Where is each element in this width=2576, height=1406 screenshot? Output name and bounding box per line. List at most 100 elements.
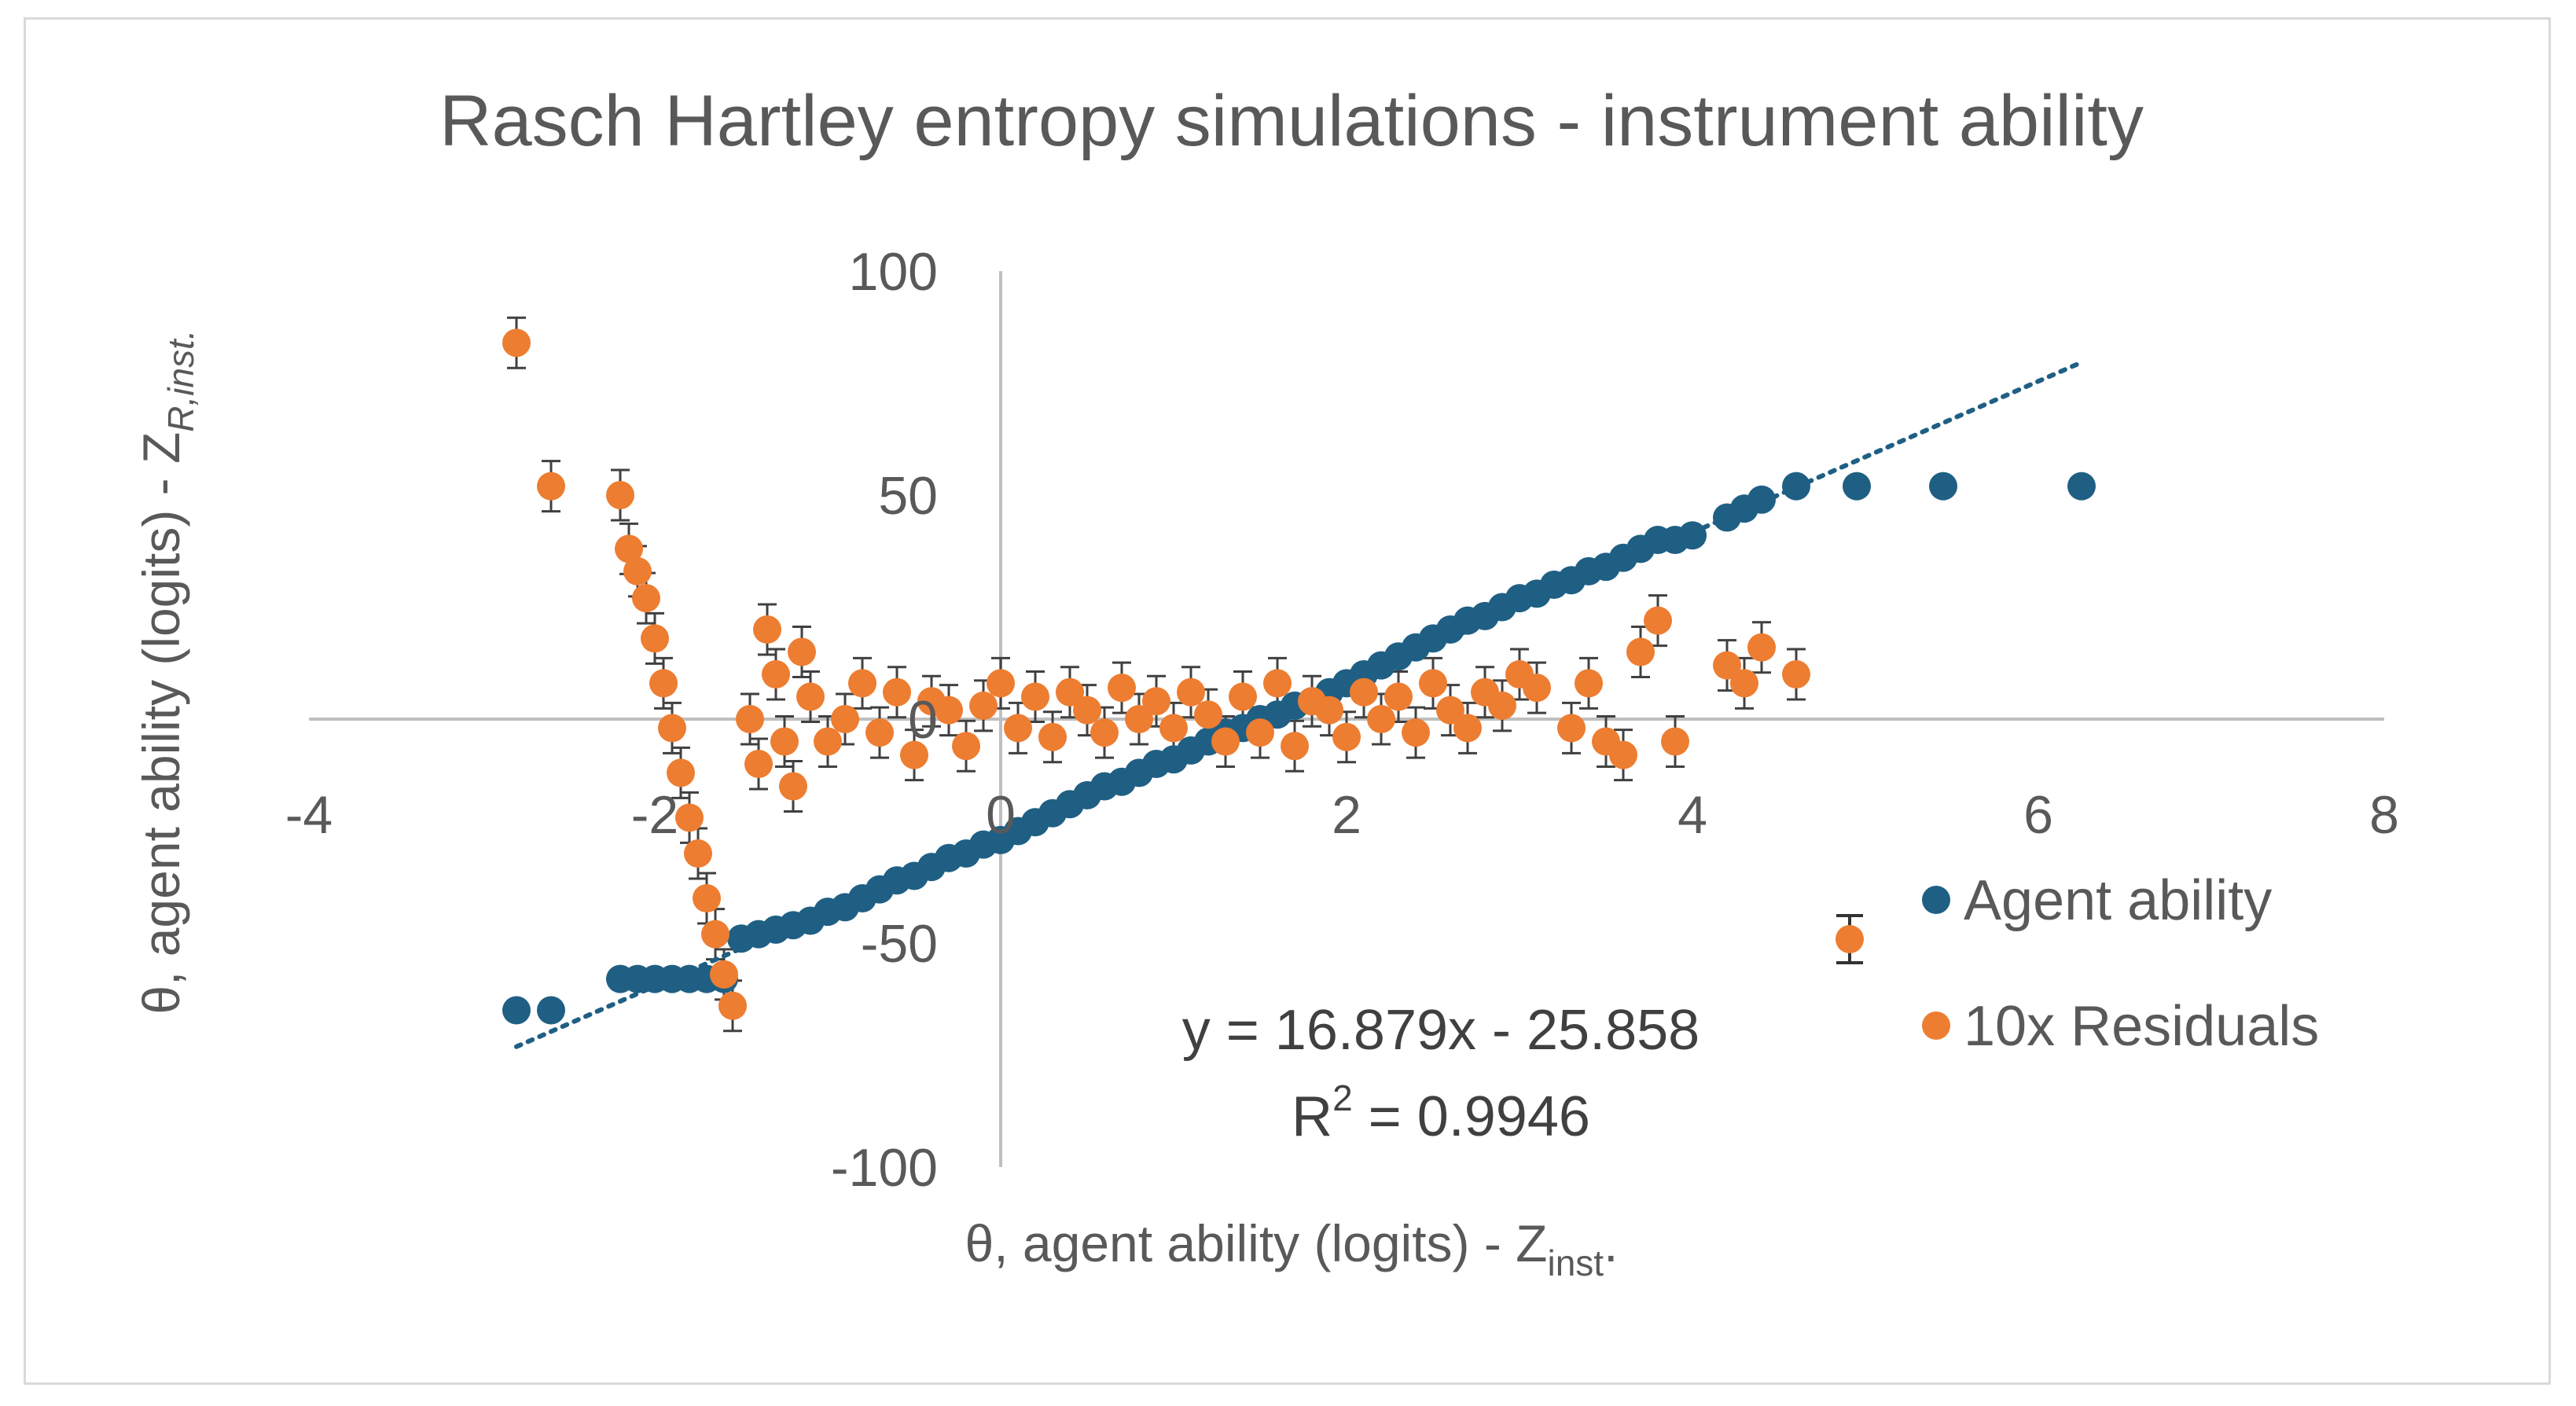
residual-point: [658, 714, 686, 743]
scatter-chart: Rasch Hartley entropy simulations - inst…: [132, 81, 2399, 1283]
chart-title: Rasch Hartley entropy simulations - inst…: [439, 81, 2144, 161]
residual-point: [814, 727, 842, 756]
residual-point: [1177, 677, 1205, 707]
residual-point: [848, 669, 876, 698]
residual-point: [796, 682, 825, 711]
x-axis-label-main: θ, agent ability (logits) - Z: [965, 1214, 1548, 1272]
error-bars: [507, 316, 1806, 1033]
residual-point: [969, 691, 998, 720]
agent-ability-point: [537, 996, 565, 1025]
residual-point: [1523, 674, 1551, 703]
residual-point: [831, 705, 859, 733]
legend-label-agent-ability: Agent ability: [1964, 869, 2272, 932]
x-tick-label: 8: [2369, 785, 2399, 845]
legend-marker-residuals: [1922, 1011, 1950, 1040]
r2-prefix: R: [1292, 1085, 1332, 1148]
residual-point: [952, 732, 980, 761]
residual-point: [1108, 674, 1136, 703]
residual-point: [1159, 714, 1188, 743]
residual-point: [1281, 732, 1309, 761]
agent-ability-point: [1843, 472, 1871, 501]
residual-point: [1056, 677, 1084, 707]
r2-sup: 2: [1332, 1077, 1353, 1118]
residual-point: [1194, 700, 1222, 729]
residual-point: [1575, 669, 1603, 698]
legend-errorbar-marker: [1836, 914, 1864, 964]
residual-point: [502, 329, 531, 358]
y-tick-label: -100: [831, 1138, 938, 1198]
agent-ability-point: [502, 996, 531, 1025]
residual-point: [684, 839, 712, 868]
y-axis-label: θ, agent ability (logits) - ZR,inst.: [132, 329, 201, 1014]
residual-point: [1402, 718, 1430, 747]
residual-point: [779, 772, 807, 801]
residual-point: [1609, 740, 1637, 769]
residual-point: [1644, 606, 1672, 635]
residual-point: [865, 718, 894, 747]
residual-point: [693, 884, 721, 912]
agent-ability-point: [1678, 521, 1707, 550]
y-tick-label: 100: [849, 242, 938, 302]
residual-point: [1626, 637, 1655, 666]
residual-point: [606, 481, 634, 509]
residual-point: [1263, 669, 1292, 698]
residual-point: [1229, 682, 1257, 711]
residual-point: [1315, 696, 1343, 725]
residual-point: [935, 696, 963, 725]
residual-point: [1021, 682, 1049, 711]
residual-point: [1004, 714, 1032, 743]
residual-point: [1713, 651, 1741, 680]
r2-value: = 0.9946: [1353, 1085, 1590, 1148]
residual-point: [649, 669, 678, 698]
residual-point: [615, 534, 643, 564]
residual-point: [1142, 687, 1170, 716]
y-tick-label: -50: [861, 914, 938, 974]
residual-point: [710, 960, 738, 989]
x-tick-label: 6: [2023, 785, 2053, 845]
x-axis-label: θ, agent ability (logits) - Zinst.: [965, 1214, 1619, 1283]
residual-point: [623, 556, 652, 586]
residual-point: [1436, 696, 1464, 725]
residual-point: [883, 677, 911, 707]
residual-point: [1332, 722, 1361, 751]
legend-label-residuals: 10x Residuals: [1964, 995, 2319, 1058]
trendline-equation-text: y = 16.879x - 25.858: [1182, 999, 1700, 1062]
x-tick-label: 2: [1332, 785, 1361, 845]
residual-point: [736, 705, 764, 733]
residual-point: [632, 584, 660, 613]
residual-point: [701, 920, 729, 949]
x-tick-label: -4: [285, 785, 333, 845]
legend-marker-agent-ability: [1922, 886, 1950, 914]
agent-ability-point: [1782, 472, 1810, 501]
x-tick-label: -2: [631, 785, 678, 845]
x-axis-label-sub: inst: [1548, 1243, 1604, 1283]
residual-point: [1453, 714, 1482, 743]
x-axis-label-tail: .: [1604, 1214, 1618, 1272]
residual-point: [788, 637, 816, 666]
residual-point: [1557, 714, 1586, 743]
residual-point: [718, 991, 747, 1020]
chart-frame: Rasch Hartley entropy simulations - inst…: [24, 17, 2551, 1385]
x-tick-label: 0: [986, 785, 1016, 845]
trendline-equation: y = 16.879x - 25.858 R2 = 0.9946: [1182, 999, 1700, 1148]
residual-point: [1661, 727, 1689, 756]
residual-point: [770, 727, 799, 756]
legend: Agent ability 10x Residuals: [1836, 869, 2319, 1058]
residual-point: [1125, 705, 1153, 733]
residual-point: [1384, 682, 1413, 711]
residual-point: [1419, 669, 1447, 698]
residual-point: [987, 669, 1015, 698]
residual-point: [1488, 691, 1516, 720]
residual-point: [667, 758, 695, 787]
residual-point: [641, 624, 669, 653]
y-tick-label: 50: [878, 466, 938, 526]
y-tick-label: 0: [908, 690, 938, 750]
residual-point: [1246, 718, 1274, 747]
residual-point: [1038, 722, 1067, 751]
agent-ability-point: [1747, 485, 1776, 514]
residual-point: [1211, 727, 1240, 756]
residual-point: [744, 750, 773, 778]
residual-point: [1350, 677, 1378, 707]
residual-point: [900, 740, 928, 769]
residual-point: [1730, 669, 1758, 698]
